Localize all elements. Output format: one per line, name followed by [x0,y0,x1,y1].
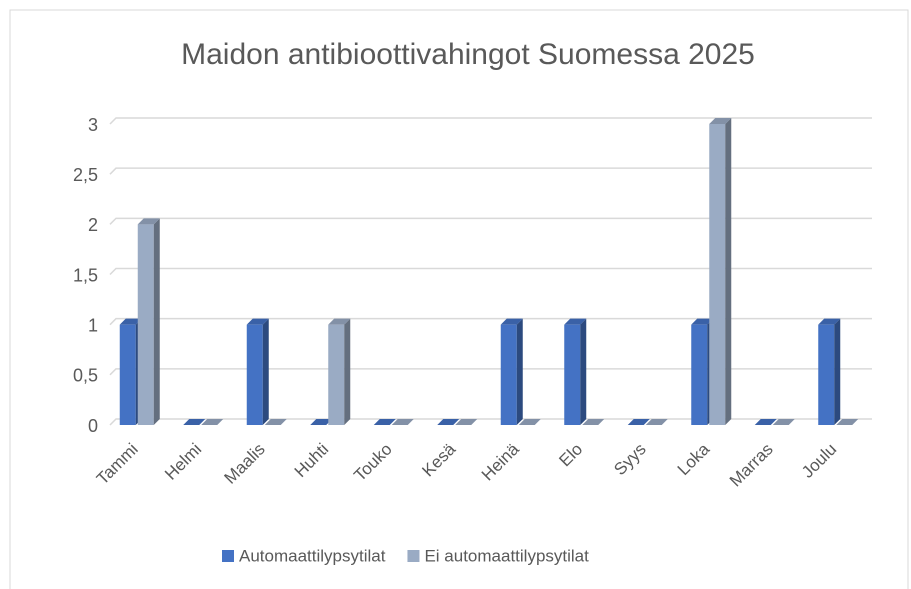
bar [500,324,517,425]
x-tick-label: Joulu [798,440,840,482]
bar-top [264,419,287,425]
y-tick-label: 2 [88,215,98,235]
bar [119,324,136,425]
bar-top [709,118,732,124]
x-tick-label: Syys [610,440,649,479]
bar [818,324,835,425]
chart-frame [9,9,909,589]
chart-title: Maidon antibioottivahingot Suomessa 2025 [181,38,755,71]
bar-top [818,318,841,325]
x-tick-label: Kesä [418,439,459,480]
bar-top [310,419,333,425]
bar-side [153,218,160,425]
bar-top [836,419,859,425]
bar-side [262,318,269,425]
bar-top [246,318,269,325]
legend-swatch [407,550,420,562]
bar-top [437,419,460,425]
bar [137,224,154,425]
grid-line [109,418,872,426]
bar-top [500,318,523,325]
grid-line [109,167,872,175]
bar-top [455,419,478,425]
x-tick-label: Elo [555,440,586,471]
bar-top [119,318,142,325]
y-tick-label: 2,5 [73,165,98,185]
x-tick-label: Tammi [93,440,142,489]
grid-line [109,267,872,276]
bar-top [391,419,414,425]
y-tick-label: 0,5 [73,366,98,386]
bar-top [183,419,206,425]
x-tick-label: Touko [350,440,396,486]
bar-top [754,419,777,425]
y-tick-label: 1 [88,315,98,335]
legend-label: Automaattilypsytilat [239,546,386,565]
y-tick-label: 0 [88,416,98,436]
bar-top [645,419,668,425]
bar-side [725,118,732,425]
y-tick-label: 3 [88,115,98,135]
grid-line [109,368,872,376]
bar-top [691,318,714,325]
bar-top [582,419,605,425]
bar-top [518,419,541,425]
bar-side [834,318,841,425]
bar [691,324,708,425]
x-tick-label: Helmi [161,440,205,484]
bar-top [564,318,587,325]
y-tick-label: 1,5 [73,265,98,285]
bar-side [344,318,351,425]
bar-top [201,419,224,425]
bar-side [580,318,587,425]
bar [328,324,345,425]
bar-top [373,419,396,425]
bar-top [328,318,351,325]
bar-top [772,419,795,425]
x-tick-label: Huhti [291,440,332,481]
bar-side [516,318,523,425]
bar-top [627,419,650,425]
grid-line [109,217,872,225]
grid-line [109,317,872,326]
grid-line [109,117,872,125]
legend-label: Ei automaattilypsytilat [424,546,589,565]
x-tick-label: Marras [726,440,777,491]
x-tick-label: Loka [674,439,714,479]
bar [709,124,726,425]
x-tick-label: Maalis [221,440,269,488]
legend-swatch [222,550,234,562]
bar [246,324,263,425]
bar [564,324,581,425]
x-tick-label: Heinä [478,439,523,484]
bar-top [137,218,160,225]
